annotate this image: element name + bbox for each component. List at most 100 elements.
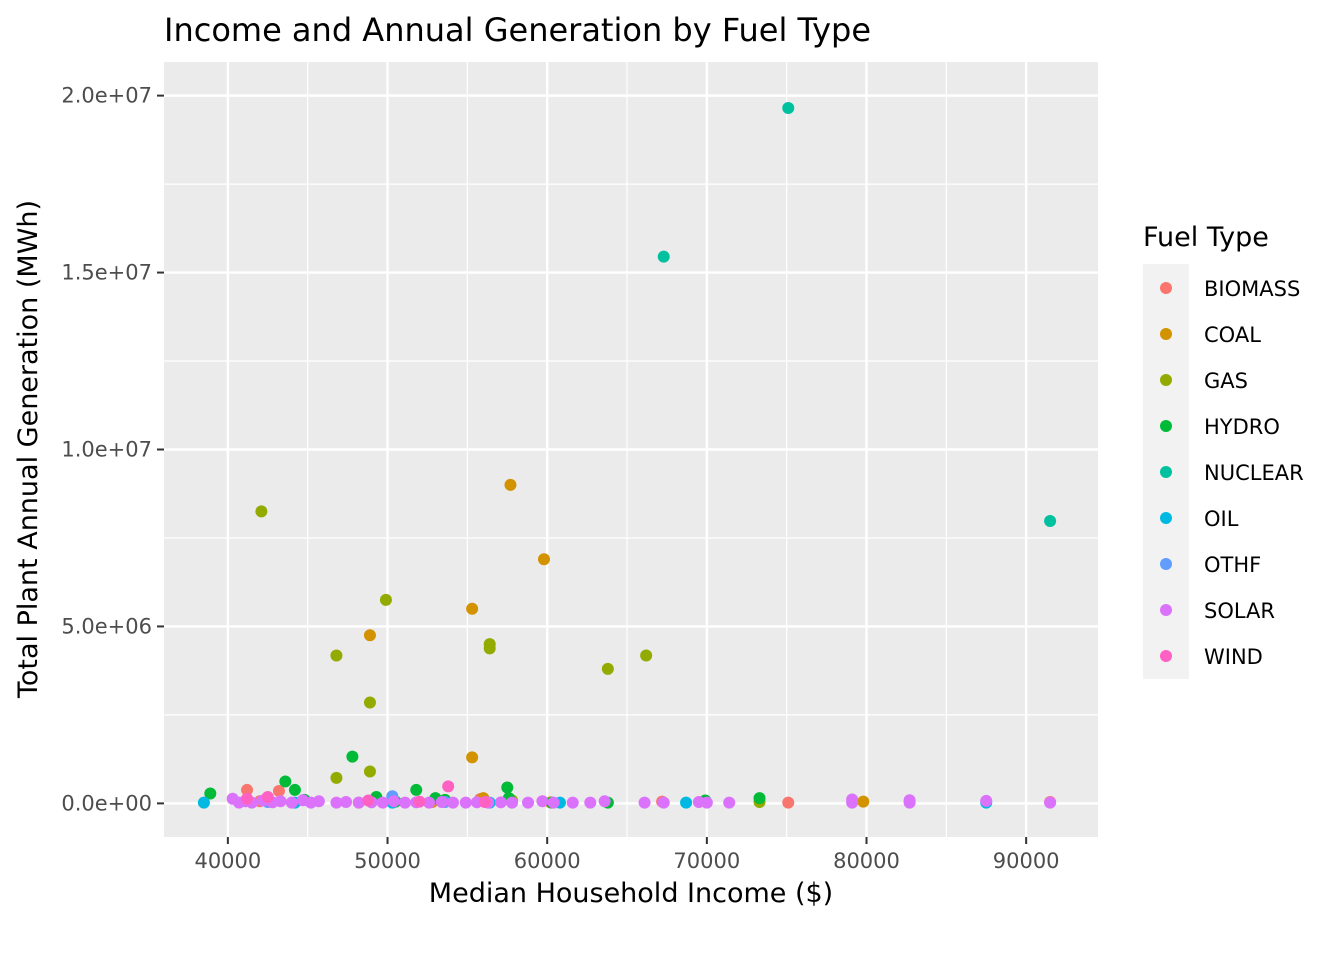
data-point-gas bbox=[330, 771, 343, 784]
data-point-gas bbox=[640, 649, 653, 662]
data-point-oil bbox=[197, 796, 210, 809]
data-point-wind bbox=[442, 780, 455, 793]
data-point-solar bbox=[536, 795, 549, 808]
data-point-solar bbox=[980, 794, 993, 807]
data-point-hydro bbox=[288, 783, 301, 796]
data-point-solar bbox=[352, 796, 365, 809]
legend-key-gas bbox=[1160, 374, 1172, 386]
data-point-solar bbox=[494, 796, 507, 809]
data-point-solar bbox=[522, 796, 535, 809]
x-tick-label: 80000 bbox=[833, 849, 900, 873]
legend-label-solar: SOLAR bbox=[1204, 599, 1275, 623]
data-point-hydro bbox=[204, 787, 217, 800]
x-tick-label: 90000 bbox=[993, 849, 1060, 873]
data-point-biomass bbox=[272, 784, 285, 797]
legend-key-wind bbox=[1160, 650, 1172, 662]
data-point-solar bbox=[700, 796, 713, 809]
data-point-solar bbox=[446, 796, 459, 809]
data-point-solar bbox=[638, 796, 651, 809]
legend-key-othf bbox=[1160, 558, 1172, 570]
data-point-hydro bbox=[501, 781, 514, 794]
data-point-solar bbox=[903, 796, 916, 809]
data-point-nuclear bbox=[657, 250, 670, 263]
legend-label-oil: OIL bbox=[1204, 507, 1239, 531]
data-point-gas bbox=[255, 505, 268, 518]
data-point-wind bbox=[413, 795, 426, 808]
data-point-wind bbox=[362, 794, 375, 807]
data-point-gas bbox=[330, 649, 343, 662]
legend-key-biomass bbox=[1160, 282, 1172, 294]
data-point-hydro bbox=[346, 750, 359, 763]
y-axis-title: Total Plant Annual Generation (MWh) bbox=[13, 200, 44, 699]
legend-key-nuclear bbox=[1160, 466, 1172, 478]
data-point-solar bbox=[340, 795, 353, 808]
data-point-solar bbox=[330, 796, 343, 809]
x-axis: 40000 50000 60000 70000 80000 90000 bbox=[194, 837, 1060, 873]
data-point-solar bbox=[376, 796, 389, 809]
data-point-gas bbox=[379, 593, 392, 606]
x-tick-label: 60000 bbox=[514, 849, 581, 873]
data-point-solar bbox=[657, 796, 670, 809]
data-point-hydro bbox=[410, 783, 423, 796]
data-point-biomass bbox=[241, 783, 254, 796]
data-point-coal bbox=[504, 478, 517, 491]
legend-key-oil bbox=[1160, 512, 1172, 524]
data-point-nuclear bbox=[1044, 514, 1057, 527]
data-point-solar bbox=[506, 796, 519, 809]
data-point-gas bbox=[601, 662, 614, 675]
legend-key-solar bbox=[1160, 604, 1172, 616]
data-point-solar bbox=[312, 795, 325, 808]
legend-label-biomass: BIOMASS bbox=[1204, 277, 1300, 301]
y-axis: 0.0e+00 5.0e+06 1.0e+07 1.5e+07 2.0e+07 bbox=[61, 84, 164, 815]
x-tick-label: 40000 bbox=[194, 849, 261, 873]
series-solar bbox=[226, 792, 1057, 809]
legend-key-hydro bbox=[1160, 420, 1172, 432]
y-tick-label: 5.0e+06 bbox=[61, 614, 152, 638]
data-point-solar bbox=[423, 796, 436, 809]
x-axis-title: Median Household Income ($) bbox=[429, 878, 833, 909]
series-nuclear bbox=[657, 102, 1057, 527]
data-point-gas bbox=[483, 642, 496, 655]
data-point-oil bbox=[680, 796, 693, 809]
legend-label-nuclear: NUCLEAR bbox=[1204, 461, 1304, 485]
data-point-biomass bbox=[782, 796, 795, 809]
data-point-hydro bbox=[279, 775, 292, 788]
x-tick-label: 70000 bbox=[673, 849, 740, 873]
data-point-solar bbox=[846, 796, 859, 809]
x-tick-label: 50000 bbox=[354, 849, 421, 873]
data-point-wind bbox=[261, 791, 274, 804]
data-point-wind bbox=[478, 795, 491, 808]
data-point-solar bbox=[1044, 796, 1057, 809]
data-point-solar bbox=[723, 796, 736, 809]
chart-title: Income and Annual Generation by Fuel Typ… bbox=[164, 11, 871, 49]
data-point-solar bbox=[566, 796, 579, 809]
data-point-solar bbox=[598, 795, 611, 808]
data-point-solar bbox=[547, 796, 560, 809]
data-point-nuclear bbox=[782, 102, 795, 115]
data-point-hydro bbox=[753, 792, 766, 805]
y-tick-label: 2.0e+07 bbox=[61, 84, 152, 108]
data-points bbox=[197, 102, 1057, 809]
data-point-coal bbox=[466, 602, 479, 615]
data-point-solar bbox=[435, 795, 448, 808]
data-point-solar bbox=[584, 796, 597, 809]
legend: Fuel Type BIOMASS COAL GAS HYDRO NUCLEAR OIL O… bbox=[1143, 222, 1304, 679]
data-point-coal bbox=[466, 751, 479, 764]
data-point-solar bbox=[399, 796, 412, 809]
legend-label-coal: COAL bbox=[1204, 323, 1261, 347]
data-point-gas bbox=[363, 765, 376, 778]
data-point-wind bbox=[241, 792, 254, 805]
legend-label-othf: OTHF bbox=[1204, 553, 1261, 577]
legend-label-hydro: HYDRO bbox=[1204, 415, 1280, 439]
data-point-coal bbox=[537, 553, 550, 566]
legend-label-wind: WIND bbox=[1204, 645, 1263, 669]
data-point-solar bbox=[274, 795, 287, 808]
data-point-coal bbox=[363, 629, 376, 642]
y-tick-label: 1.0e+07 bbox=[61, 438, 152, 462]
data-point-solar bbox=[285, 796, 298, 809]
data-point-coal bbox=[857, 795, 870, 808]
legend-label-gas: GAS bbox=[1204, 369, 1248, 393]
legend-key-coal bbox=[1160, 328, 1172, 340]
data-point-gas bbox=[363, 696, 376, 709]
